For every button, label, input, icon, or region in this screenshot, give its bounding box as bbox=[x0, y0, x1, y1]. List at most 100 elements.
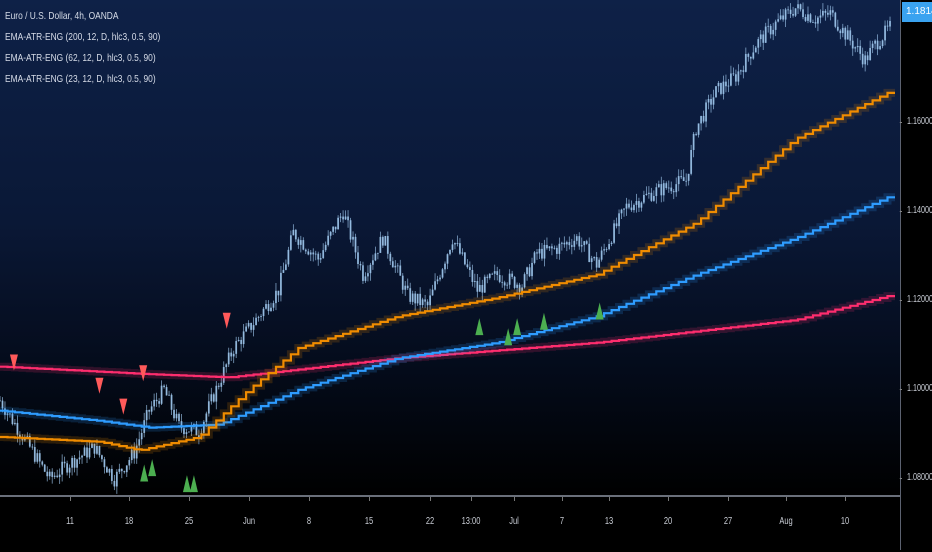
candle-body bbox=[809, 14, 812, 23]
candle-body bbox=[513, 276, 516, 288]
candle-body bbox=[319, 258, 322, 260]
candle-body bbox=[125, 465, 128, 473]
time-tick-label: 13 bbox=[604, 516, 613, 527]
candle-body bbox=[779, 15, 782, 20]
candle-body bbox=[168, 394, 170, 396]
candle-body bbox=[282, 269, 285, 273]
candle-body bbox=[593, 257, 596, 259]
time-tick-mark bbox=[129, 497, 131, 501]
candle-body bbox=[170, 394, 173, 410]
time-tick-label: 11 bbox=[65, 516, 74, 527]
candle-body bbox=[359, 264, 362, 266]
candle-body bbox=[327, 235, 330, 245]
candle-body bbox=[792, 13, 794, 16]
candle-body bbox=[128, 460, 131, 466]
candle-body bbox=[292, 229, 295, 236]
candle-body bbox=[230, 352, 233, 357]
candle-body bbox=[250, 322, 252, 330]
candle-body bbox=[215, 385, 218, 402]
price-axis[interactable]: 1.18141 1.16000 1.14000 1.12000 1.10000 1.08… bbox=[899, 0, 932, 550]
candle-body bbox=[175, 413, 178, 419]
candle-body bbox=[391, 261, 394, 268]
candle-body bbox=[769, 25, 772, 35]
buy-signal-arrow bbox=[182, 475, 191, 493]
buy-signal-arrow bbox=[148, 459, 157, 477]
time-tick-mark bbox=[727, 497, 729, 501]
candle-body bbox=[782, 15, 785, 20]
candle-body bbox=[521, 287, 523, 292]
candle-body bbox=[486, 276, 489, 278]
candle-body bbox=[822, 10, 824, 16]
indicator-label-ema23[interactable]: EMA-ATR-ENG (23, 12, D, hlc3, 0.5, 90) bbox=[5, 73, 156, 85]
candle-body bbox=[488, 273, 491, 278]
candle-body bbox=[419, 293, 422, 306]
candle-body bbox=[548, 246, 551, 249]
candle-body bbox=[468, 267, 471, 271]
candle-body bbox=[804, 16, 807, 21]
candle-body bbox=[871, 43, 874, 48]
candle-body bbox=[51, 471, 54, 477]
candle-body bbox=[575, 236, 578, 241]
candle-body bbox=[416, 293, 419, 304]
price-tick-label: 1.08000 bbox=[899, 471, 932, 483]
candle-body bbox=[207, 401, 210, 414]
candle-body bbox=[158, 401, 161, 404]
candle-body bbox=[844, 27, 847, 40]
candle-body bbox=[190, 425, 193, 432]
candle-body bbox=[138, 439, 141, 446]
candle-body bbox=[555, 247, 558, 254]
candle-body bbox=[81, 455, 83, 458]
indicator-label-ema200[interactable]: EMA-ATR-ENG (200, 12, D, hlc3, 0.5, 90) bbox=[5, 31, 161, 43]
candle-body bbox=[618, 213, 620, 227]
candle-body bbox=[110, 468, 113, 481]
time-tick-mark bbox=[471, 497, 473, 501]
candle-body bbox=[307, 251, 310, 255]
candle-body bbox=[613, 223, 615, 243]
candle-body bbox=[220, 382, 223, 387]
price-tick-label: 1.12000 bbox=[899, 293, 932, 305]
candle-body bbox=[185, 432, 188, 435]
candle-body bbox=[265, 304, 267, 309]
candle-body bbox=[600, 250, 603, 260]
candle-body bbox=[354, 236, 357, 253]
candle-body bbox=[739, 70, 742, 72]
buy-signal-arrow bbox=[504, 328, 513, 346]
candle-body bbox=[36, 453, 39, 462]
candle-body bbox=[734, 74, 737, 82]
candle-body bbox=[1, 400, 4, 409]
candle-body bbox=[722, 81, 725, 94]
symbol-label[interactable]: Euro / U.S. Dollar, 4h, OANDA bbox=[5, 10, 119, 22]
candle-body bbox=[461, 252, 464, 254]
candle-body bbox=[329, 231, 332, 236]
candle-body bbox=[563, 242, 566, 245]
candle-body bbox=[446, 254, 449, 264]
candle-body bbox=[784, 9, 787, 20]
candle-body bbox=[63, 461, 66, 464]
candle-body bbox=[71, 457, 73, 468]
candle-body bbox=[31, 446, 34, 448]
price-chart[interactable] bbox=[0, 0, 900, 495]
candle-body bbox=[876, 40, 879, 50]
candle-body bbox=[33, 447, 36, 462]
time-tick-mark bbox=[368, 497, 370, 501]
candle-body bbox=[272, 303, 275, 308]
candle-body bbox=[789, 9, 792, 14]
time-tick-label: 20 bbox=[664, 516, 673, 527]
indicator-label-ema62[interactable]: EMA-ATR-ENG (62, 12, D, hlc3, 0.5, 90) bbox=[5, 52, 156, 64]
candle-body bbox=[598, 259, 601, 268]
candle-body bbox=[106, 467, 108, 473]
candle-body bbox=[727, 85, 730, 87]
candle-body bbox=[558, 243, 561, 254]
candle-body bbox=[717, 82, 720, 87]
candle-body bbox=[434, 281, 436, 290]
candle-body bbox=[150, 406, 153, 412]
candle-body bbox=[426, 301, 429, 306]
candle-body bbox=[570, 245, 573, 247]
chart-pane[interactable]: Euro / U.S. Dollar, 4h, OANDA EMA-ATR-EN… bbox=[0, 0, 900, 495]
candle-body bbox=[643, 194, 645, 203]
candle-body bbox=[309, 252, 312, 255]
candle-body bbox=[856, 45, 859, 48]
time-axis[interactable]: 11 18 25 Jun 8 15 22 13:00 Jul 7 13 20 27 Aug 10 bbox=[0, 495, 900, 552]
candle-body bbox=[429, 295, 431, 306]
candle-body bbox=[436, 279, 439, 282]
